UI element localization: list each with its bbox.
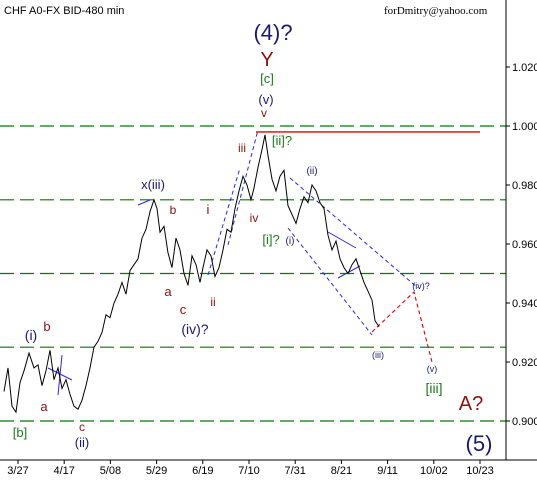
x-tick-label-5: 7/10 [238,465,259,477]
price-series-line [3,134,380,414]
channel-line-6 [57,354,63,396]
wave-label-25: A? [459,393,483,415]
x-tick-label-10: 10/23 [466,465,494,477]
wave-label-17: a [164,284,172,299]
y-tick-label-6: 1.020 [512,62,537,74]
x-tick-label-9: 10/02 [420,465,448,477]
x-tick-label-7: 8/21 [331,465,352,477]
wave-label-1: Y [260,49,273,71]
wave-label-27: c [79,420,85,434]
channel-line-3 [287,227,373,336]
y-tick-label-1: 0.920 [512,357,537,369]
projection-path [371,290,433,363]
x-tick-label-3: 5/29 [146,465,167,477]
y-tick-label-5: 1.000 [512,121,537,133]
axes [0,0,537,461]
wave-label-0: (4)? [253,20,292,45]
wave-label-29: (5) [466,431,493,456]
wave-label-7: (ii) [306,166,317,177]
wave-label-19: ii [210,295,215,309]
wave-label-6: [ii]? [272,133,292,148]
x-tick-label-2: 5/08 [100,465,121,477]
wave-label-10: i [207,202,210,217]
y-tick-label-4: 0.980 [512,180,537,192]
x-tick-label-4: 6/19 [192,465,213,477]
wave-label-21: (iv)? [412,281,430,291]
channel-line-4 [137,199,151,206]
wave-label-22: (iii) [372,350,384,360]
wave-label-23: (v) [427,364,438,374]
chart-title: CHF A0-FX BID-480 min [4,5,124,17]
channel-line-0 [227,129,259,246]
x-ticks: 3/27 4/17 5/08 5/29 6/19 7/10 7/31 8/21 9/11 10/0… [7,460,494,477]
wave-label-12: [i]? [262,232,279,247]
wave-label-15: b [43,319,50,334]
x-tick-label-0: 3/27 [7,465,28,477]
x-tick-label-6: 7/31 [284,465,305,477]
wave-label-3: (v) [258,92,273,107]
wave-label-26: [b] [13,425,27,440]
wave-label-16: a [40,399,48,414]
wave-label-24: [iii] [425,380,442,396]
y-ticks: 0.900 0.920 0.940 0.960 0.980 1.000 1.020 [506,62,537,428]
wave-label-8: x(iii) [141,177,165,192]
wave-label-18: c [180,302,187,317]
y-tick-label-3: 0.960 [512,239,537,251]
wave-label-13: (i) [286,236,295,247]
channel-lines [47,129,419,396]
wave-label-4: v [261,106,267,120]
x-tick-label-1: 4/17 [53,465,74,477]
wave-label-14: (i) [25,327,37,343]
wave-label-2: [c] [260,71,274,86]
wave-label-28: (ii) [75,435,89,450]
y-tick-label-0: 0.900 [512,416,537,428]
projected-wave-path [371,290,433,363]
watermark-email: forDmitry@yahoo.com [384,5,488,17]
channel-line-1 [207,167,241,276]
wave-label-5: iii [238,141,246,155]
x-tick-label-8: 9/11 [377,465,398,477]
wave-label-11: iv [250,211,259,225]
channel-line-2 [289,177,419,289]
channel-line-7 [327,231,357,249]
wave-label-20: (iv)? [181,321,208,337]
wave-label-9: b [170,203,177,217]
grid-lines [0,125,506,422]
y-tick-label-2: 0.940 [512,298,537,310]
